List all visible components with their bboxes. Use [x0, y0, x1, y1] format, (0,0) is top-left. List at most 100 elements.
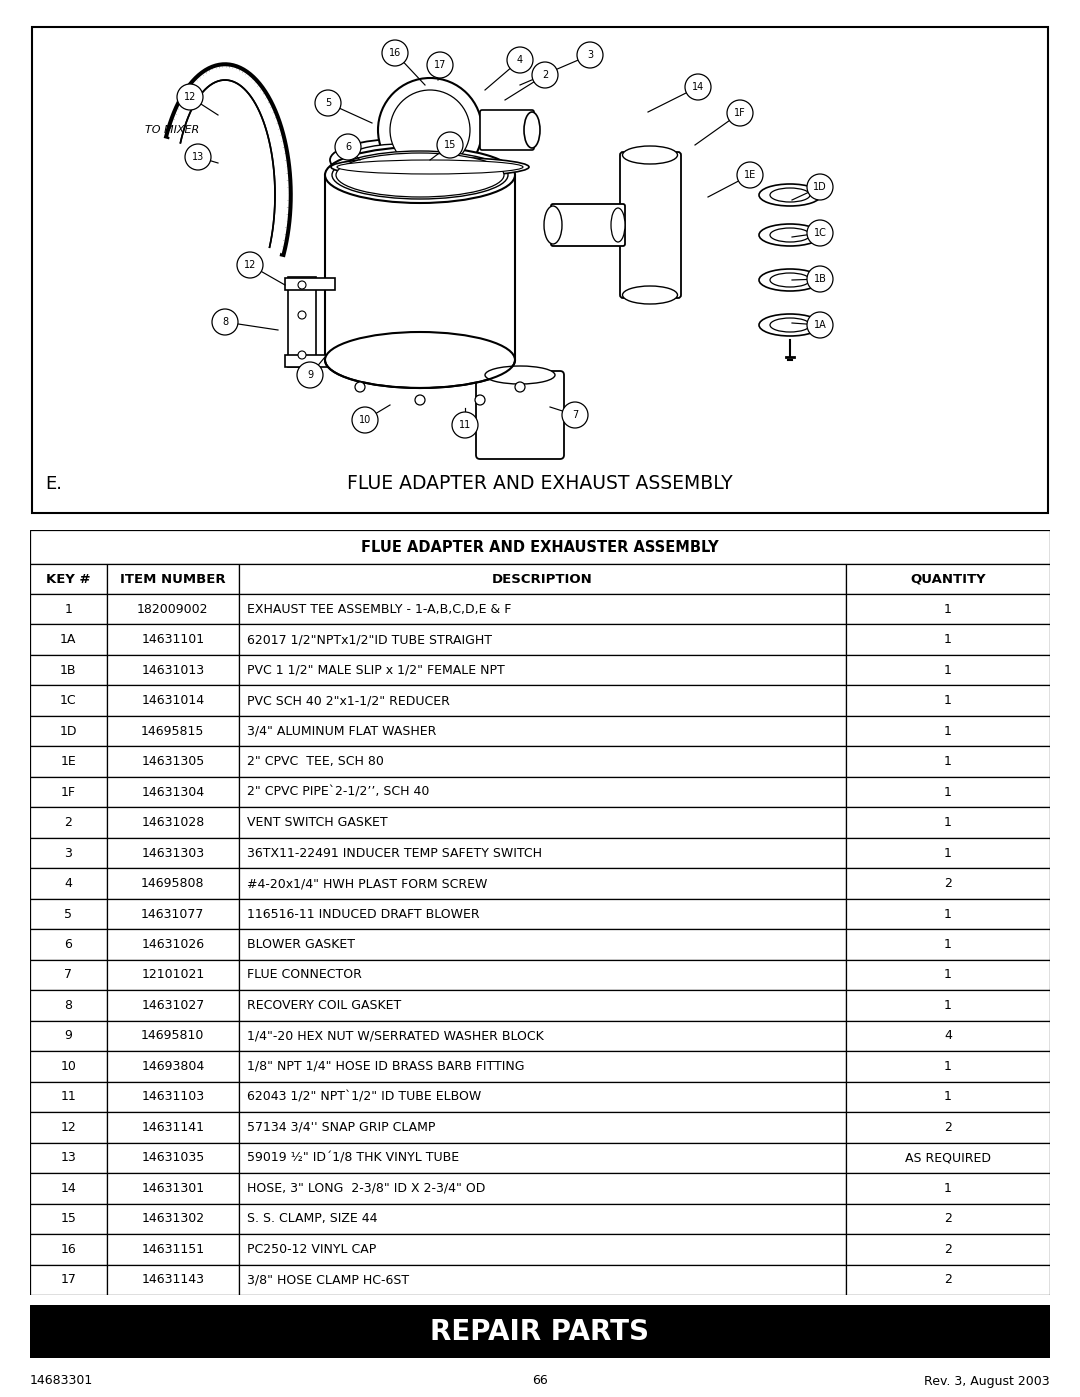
- Bar: [846, 1051, 1050, 1081]
- Text: FLUE CONNECTOR: FLUE CONNECTOR: [247, 968, 362, 982]
- Bar: [846, 777, 1050, 807]
- Polygon shape: [254, 88, 265, 103]
- Polygon shape: [275, 187, 291, 194]
- Bar: [239, 1143, 846, 1173]
- Circle shape: [177, 84, 203, 110]
- Circle shape: [807, 312, 833, 338]
- Ellipse shape: [770, 189, 810, 203]
- Bar: [107, 898, 239, 929]
- Circle shape: [562, 402, 588, 427]
- Text: 1: 1: [944, 999, 951, 1011]
- Text: 15: 15: [60, 1213, 77, 1225]
- Bar: [107, 869, 239, 898]
- Bar: [30, 1234, 107, 1264]
- Text: 13: 13: [60, 1151, 76, 1164]
- Text: E.: E.: [45, 475, 62, 493]
- Bar: [107, 1264, 239, 1295]
- Bar: [846, 746, 1050, 777]
- Polygon shape: [265, 116, 279, 131]
- Ellipse shape: [346, 144, 454, 176]
- Polygon shape: [248, 81, 259, 96]
- Text: 2: 2: [944, 1243, 951, 1256]
- Bar: [846, 838, 1050, 869]
- Bar: [107, 929, 239, 960]
- Circle shape: [382, 41, 408, 66]
- Bar: [846, 1234, 1050, 1264]
- Text: 1: 1: [944, 1182, 951, 1194]
- Text: S. S. CLAMP, SIZE 44: S. S. CLAMP, SIZE 44: [247, 1213, 378, 1225]
- Polygon shape: [197, 75, 205, 92]
- Polygon shape: [274, 200, 289, 208]
- Text: VENT SWITCH GASKET: VENT SWITCH GASKET: [247, 816, 388, 828]
- FancyBboxPatch shape: [476, 372, 564, 460]
- Polygon shape: [261, 106, 274, 122]
- Bar: [846, 564, 1050, 594]
- Bar: [107, 655, 239, 686]
- Text: 16: 16: [60, 1243, 76, 1256]
- Polygon shape: [187, 85, 198, 102]
- Text: 57134 3/4'' SNAP GRIP CLAMP: 57134 3/4'' SNAP GRIP CLAMP: [247, 1120, 435, 1134]
- Text: 2: 2: [542, 70, 549, 80]
- Bar: [239, 655, 846, 686]
- Text: 1E: 1E: [744, 170, 756, 180]
- Text: 6: 6: [65, 937, 72, 951]
- Ellipse shape: [336, 154, 504, 197]
- Text: 1: 1: [944, 908, 951, 921]
- Text: 1/8" NPT 1/4" HOSE ID BRASS BARB FITTING: 1/8" NPT 1/4" HOSE ID BRASS BARB FITTING: [247, 1060, 525, 1073]
- Text: 14631151: 14631151: [141, 1243, 204, 1256]
- Bar: [107, 564, 239, 594]
- Text: 2: 2: [944, 877, 951, 890]
- Polygon shape: [234, 67, 240, 82]
- Text: 14631028: 14631028: [141, 816, 204, 828]
- Text: 14683301: 14683301: [30, 1375, 93, 1387]
- Circle shape: [237, 251, 264, 278]
- Bar: [107, 686, 239, 715]
- Ellipse shape: [611, 208, 625, 242]
- Text: 12: 12: [244, 260, 256, 270]
- Polygon shape: [181, 94, 193, 109]
- Polygon shape: [193, 78, 203, 95]
- Text: 16: 16: [389, 47, 401, 59]
- Polygon shape: [199, 73, 207, 89]
- Ellipse shape: [759, 270, 821, 291]
- Circle shape: [185, 144, 211, 170]
- Bar: [30, 1143, 107, 1173]
- Bar: [239, 869, 846, 898]
- Bar: [30, 564, 107, 594]
- Polygon shape: [274, 166, 289, 176]
- Polygon shape: [270, 242, 284, 254]
- Text: 59019 ½" ID´1/8 THK VINYL TUBE: 59019 ½" ID´1/8 THK VINYL TUBE: [247, 1151, 459, 1164]
- Bar: [239, 1204, 846, 1234]
- Polygon shape: [171, 119, 185, 133]
- Bar: [107, 1173, 239, 1204]
- Ellipse shape: [770, 319, 810, 332]
- Bar: [239, 1081, 846, 1112]
- Bar: [30, 1204, 107, 1234]
- Bar: [288, 277, 316, 367]
- Bar: [107, 990, 239, 1021]
- Text: 66: 66: [532, 1375, 548, 1387]
- Bar: [239, 1173, 846, 1204]
- FancyBboxPatch shape: [551, 204, 625, 246]
- Text: 14693804: 14693804: [141, 1060, 204, 1073]
- Text: 14631302: 14631302: [141, 1213, 204, 1225]
- Circle shape: [297, 362, 323, 388]
- Text: 14: 14: [60, 1182, 76, 1194]
- Bar: [846, 1112, 1050, 1143]
- Text: BLOWER GASKET: BLOWER GASKET: [247, 937, 355, 951]
- Polygon shape: [259, 101, 272, 116]
- Text: 14631013: 14631013: [141, 664, 204, 676]
- Circle shape: [507, 47, 534, 73]
- Text: 62043 1/2" NPT`1/2" ID TUBE ELBOW: 62043 1/2" NPT`1/2" ID TUBE ELBOW: [247, 1091, 482, 1104]
- Polygon shape: [222, 66, 226, 80]
- Circle shape: [378, 78, 482, 182]
- Polygon shape: [256, 92, 268, 108]
- Text: 1: 1: [944, 756, 951, 768]
- Circle shape: [355, 381, 365, 393]
- Bar: [239, 990, 846, 1021]
- Text: 36TX11-22491 INDUCER TEMP SAFETY SWITCH: 36TX11-22491 INDUCER TEMP SAFETY SWITCH: [247, 847, 542, 859]
- Circle shape: [298, 312, 306, 319]
- Circle shape: [577, 42, 603, 68]
- Circle shape: [807, 265, 833, 292]
- Circle shape: [212, 309, 238, 335]
